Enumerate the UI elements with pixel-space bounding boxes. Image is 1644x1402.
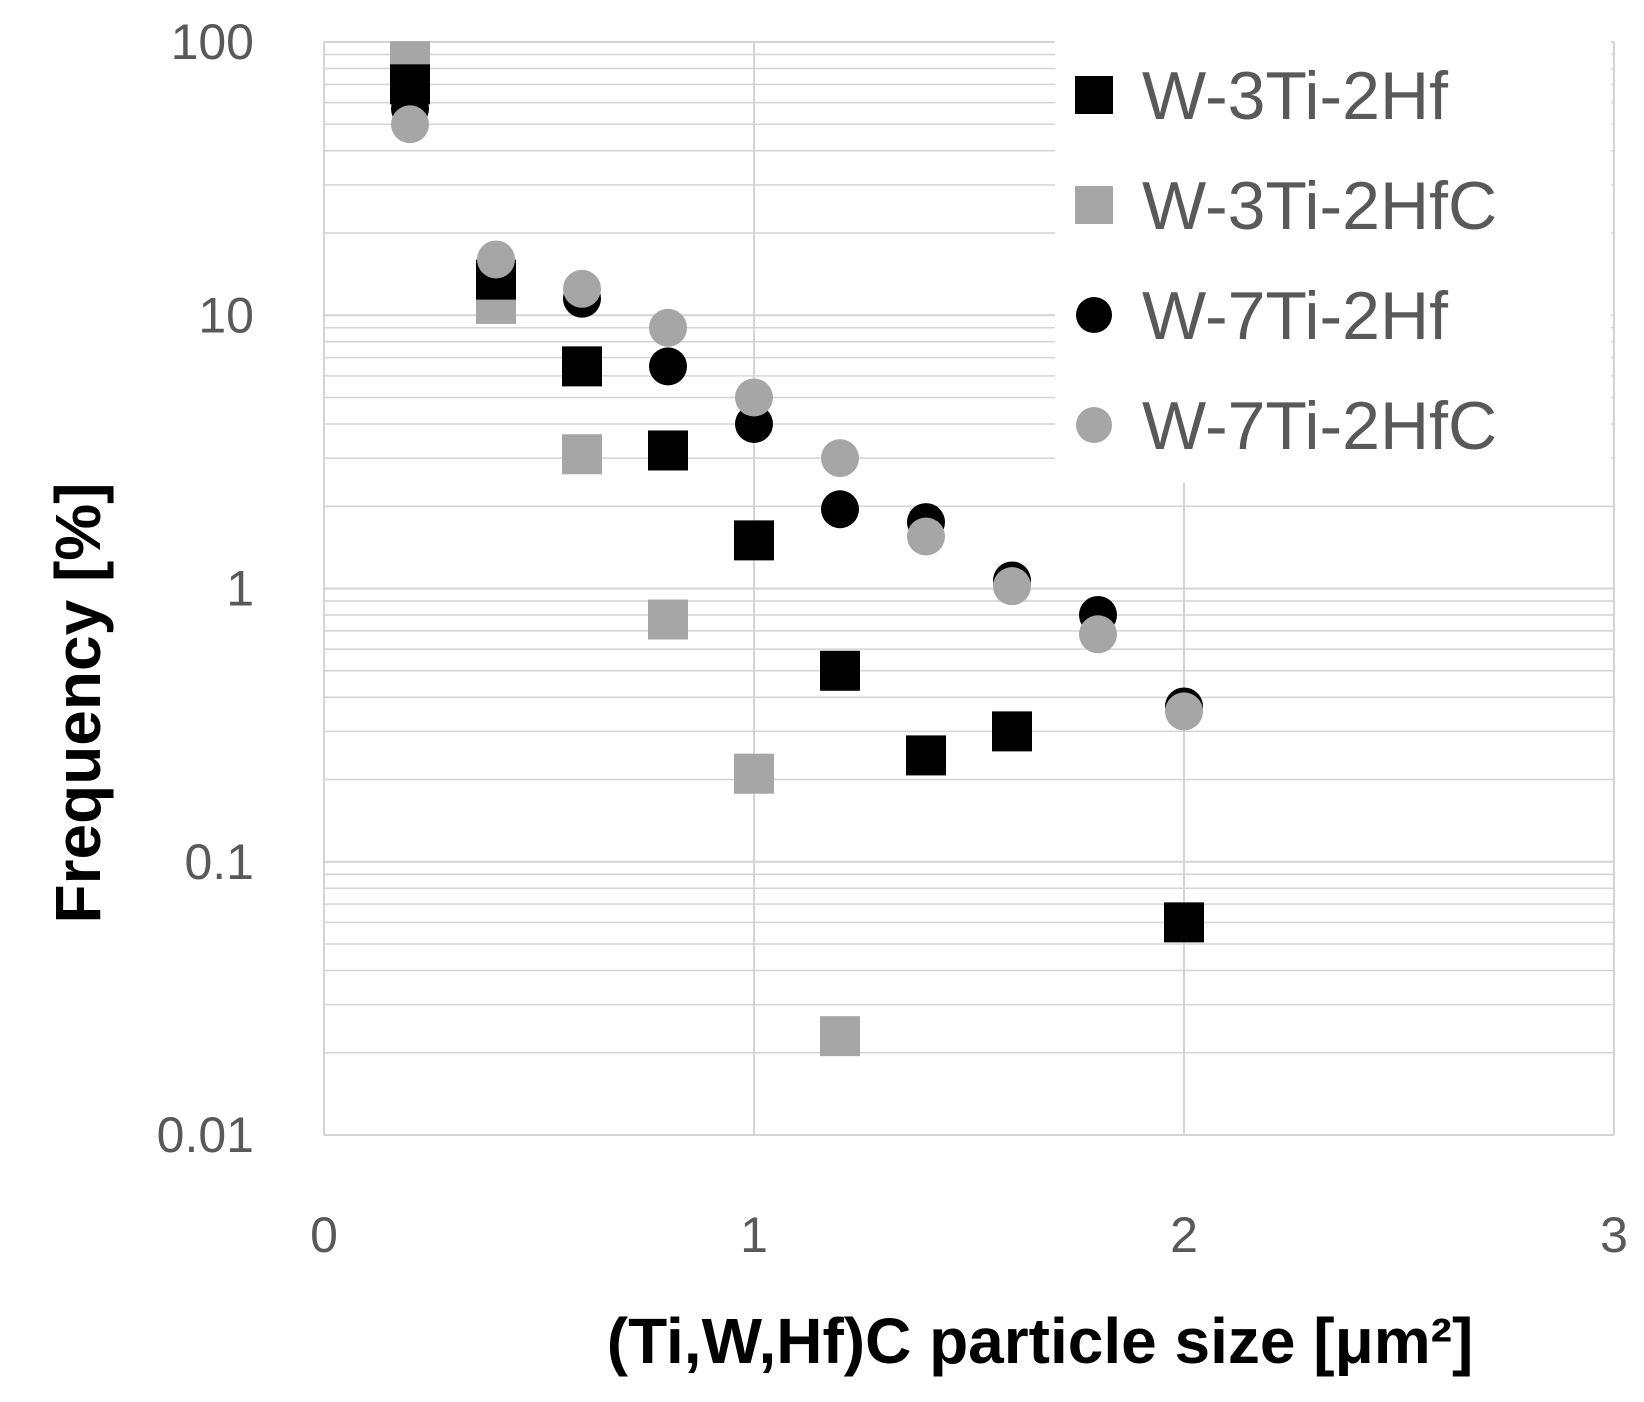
data-point-circle (563, 269, 601, 308)
legend: W-3Ti-2Hf W-3Ti-2HfC W-7Ti-2Hf W-7Ti-2HfC (1055, 38, 1611, 483)
data-point-square (906, 735, 946, 776)
series-2 (390, 41, 860, 1057)
data-point-square (562, 434, 602, 475)
x-tick-label: 0 (310, 1207, 338, 1263)
x-tick-label: 1 (740, 1207, 768, 1263)
legend-item: W-7Ti-2Hf (1076, 278, 1448, 354)
series-4 (391, 105, 1203, 731)
data-point-square (992, 711, 1032, 752)
data-point-circle (649, 347, 687, 386)
data-point-circle (1079, 615, 1117, 654)
data-point-square (562, 346, 602, 387)
data-point-circle (735, 378, 773, 417)
data-point-circle (993, 567, 1031, 606)
data-point-circle (391, 105, 429, 144)
y-tick-label: 0.1 (184, 834, 254, 890)
data-point-square (734, 753, 774, 794)
legend-label: W-3Ti-2HfC (1142, 168, 1497, 244)
data-point-circle (1165, 692, 1203, 731)
data-point-square (1075, 76, 1113, 114)
data-point-square (1164, 902, 1204, 943)
y-tick-labels: 0.01 0.1 1 10 100 (157, 14, 254, 1163)
x-tick-label: 3 (1600, 1207, 1628, 1263)
legend-label: W-7Ti-2Hf (1142, 278, 1448, 354)
data-points (390, 41, 1204, 1057)
y-axis-title: Frequency [%] (42, 483, 114, 924)
x-tick-labels: 0 1 2 3 (310, 1207, 1628, 1263)
legend-item: W-3Ti-2Hf (1075, 58, 1448, 134)
data-point-circle (735, 404, 773, 443)
data-point-square (734, 520, 774, 561)
y-tick-label: 10 (198, 287, 254, 343)
data-point-circle (649, 308, 687, 347)
data-point-circle (907, 517, 945, 556)
data-point-circle (821, 439, 859, 478)
legend-label: W-7Ti-2HfC (1142, 388, 1497, 464)
x-tick-label: 2 (1170, 1207, 1198, 1263)
legend-label: W-3Ti-2Hf (1142, 58, 1448, 134)
data-point-square (820, 1016, 860, 1057)
y-tick-label: 0.01 (157, 1107, 254, 1163)
data-point-circle (477, 240, 515, 279)
data-point-square (648, 430, 688, 471)
data-point-circle (821, 490, 859, 529)
x-axis-title: (Ti,W,Hf)C particle size [μm²] (607, 1305, 1474, 1377)
data-point-square (648, 599, 688, 640)
y-tick-label: 1 (226, 561, 254, 617)
data-point-circle (1076, 407, 1112, 443)
legend-item: W-3Ti-2HfC (1075, 168, 1497, 244)
legend-item: W-7Ti-2HfC (1076, 388, 1497, 464)
y-tick-label: 100 (171, 14, 254, 70)
data-point-square (820, 650, 860, 691)
legend-background (1055, 38, 1611, 483)
data-point-square (1075, 186, 1113, 224)
data-point-circle (1076, 297, 1112, 333)
